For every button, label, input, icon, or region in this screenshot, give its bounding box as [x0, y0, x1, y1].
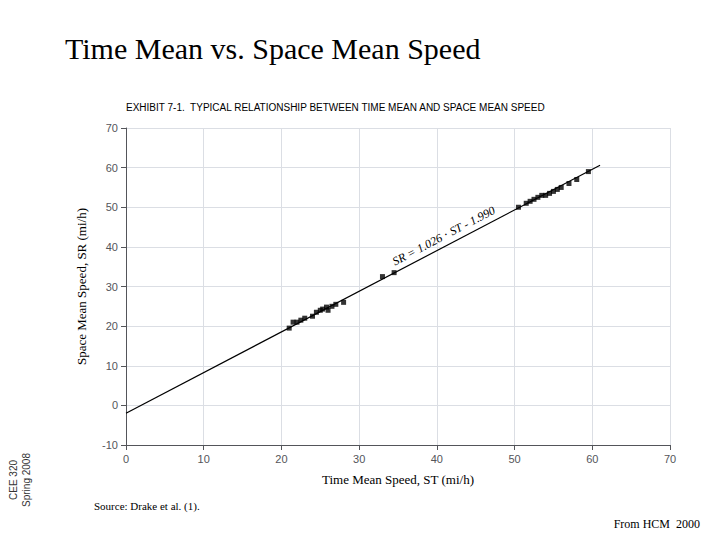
svg-text:Space Mean Speed, SR (mi/h): Space Mean Speed, SR (mi/h)	[74, 208, 89, 365]
svg-text:Spring 2008: Spring 2008	[21, 453, 32, 507]
svg-text:70: 70	[106, 122, 118, 134]
svg-text:20: 20	[275, 453, 287, 465]
svg-text:Time Mean Speed, ST (mi/h): Time Mean Speed, ST (mi/h)	[322, 472, 474, 487]
svg-text:50: 50	[106, 201, 118, 213]
svg-text:-10: -10	[102, 439, 118, 451]
svg-text:SR = 1.026 ⋅ ST - 1.990: SR = 1.026 ⋅ ST - 1.990	[390, 203, 497, 268]
svg-text:60: 60	[586, 453, 598, 465]
svg-text:40: 40	[106, 241, 118, 253]
svg-text:40: 40	[431, 453, 443, 465]
svg-text:70: 70	[664, 453, 676, 465]
svg-text:10: 10	[198, 453, 210, 465]
svg-text:30: 30	[106, 281, 118, 293]
svg-text:0: 0	[123, 453, 129, 465]
svg-text:50: 50	[508, 453, 520, 465]
svg-text:Time Mean vs. Space Mean Speed: Time Mean vs. Space Mean Speed	[65, 32, 481, 65]
svg-text:EXHIBIT 7-1. TYPICAL RELATION: EXHIBIT 7-1. TYPICAL RELATIONSHIP BETWEE…	[126, 102, 545, 113]
svg-text:10: 10	[106, 360, 118, 372]
svg-text:30: 30	[353, 453, 365, 465]
svg-text:From HCM 2000: From HCM 2000	[614, 517, 700, 531]
svg-text:CEE 320: CEE 320	[8, 460, 19, 500]
svg-text:20: 20	[106, 320, 118, 332]
svg-text:Source: Drake et al. (1).: Source: Drake et al. (1).	[94, 500, 200, 513]
svg-text:60: 60	[106, 162, 118, 174]
svg-text:0: 0	[112, 399, 118, 411]
